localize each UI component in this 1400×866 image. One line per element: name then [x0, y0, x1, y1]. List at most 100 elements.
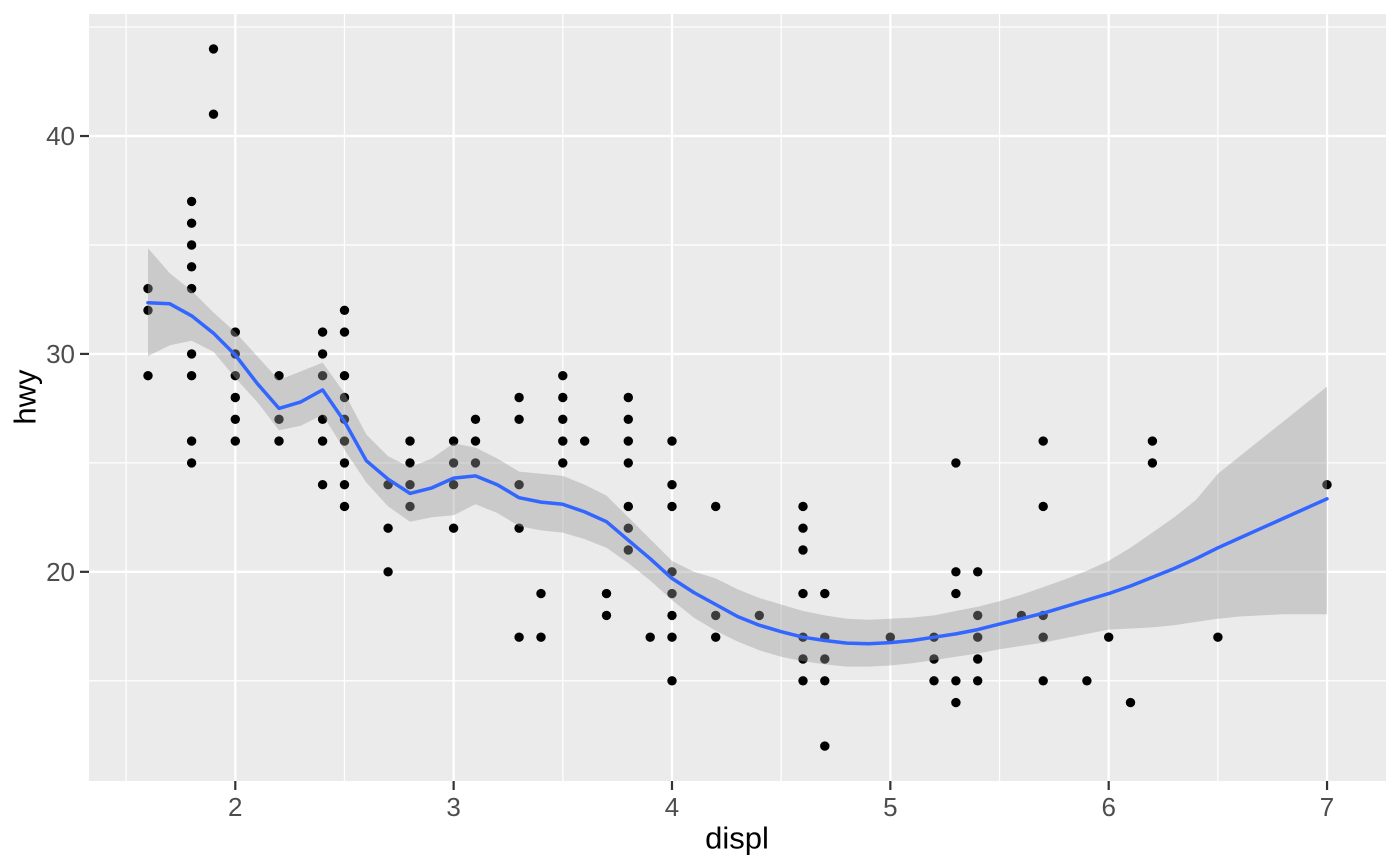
- y-tick-label: 40: [46, 121, 75, 151]
- y-tick-label: 20: [46, 557, 75, 587]
- data-points: [143, 44, 1332, 751]
- data-point: [1082, 676, 1092, 686]
- data-point: [1147, 436, 1158, 446]
- data-point: [143, 305, 153, 315]
- data-point: [973, 632, 983, 642]
- x-tick-labels: 2 3 4 5 6 7: [228, 792, 1334, 822]
- data-point: [339, 305, 350, 315]
- x-axis-title: displ: [705, 820, 769, 856]
- data-point: [820, 676, 830, 686]
- data-point: [580, 436, 590, 446]
- data-point: [973, 610, 983, 621]
- data-point: [230, 392, 240, 403]
- data-point: [667, 588, 677, 599]
- y-axis-title: hwy: [7, 369, 43, 425]
- data-point: [951, 567, 961, 577]
- data-point: [448, 458, 459, 468]
- data-point: [667, 436, 677, 446]
- data-point: [339, 327, 350, 337]
- data-point: [601, 588, 612, 599]
- data-point: [514, 480, 524, 490]
- data-point: [230, 436, 240, 446]
- data-point: [143, 371, 153, 381]
- data-point: [798, 676, 808, 686]
- x-tick-label: 7: [1320, 792, 1334, 822]
- data-point: [186, 458, 197, 468]
- data-point: [798, 523, 808, 533]
- data-point: [711, 501, 721, 512]
- data-point: [405, 480, 415, 490]
- data-point: [623, 392, 633, 403]
- data-point: [798, 501, 808, 512]
- data-point: [470, 458, 481, 468]
- data-point: [558, 436, 568, 446]
- data-point: [885, 632, 895, 642]
- data-point: [1104, 632, 1114, 642]
- data-point: [514, 392, 524, 403]
- y-tick-label: 30: [46, 339, 75, 369]
- data-point: [645, 632, 655, 642]
- data-point: [951, 676, 961, 686]
- data-point: [667, 610, 677, 621]
- data-point: [601, 610, 612, 621]
- data-point: [667, 632, 677, 642]
- data-point: [667, 480, 677, 490]
- data-point: [623, 545, 633, 555]
- data-point: [230, 414, 240, 424]
- data-point: [1213, 632, 1223, 642]
- data-point: [448, 523, 459, 533]
- data-point: [143, 283, 153, 294]
- data-point: [186, 371, 197, 381]
- data-point: [711, 632, 721, 642]
- data-point: [1038, 501, 1048, 512]
- data-point: [623, 501, 633, 512]
- data-point: [317, 349, 328, 359]
- data-point: [929, 676, 939, 686]
- data-point: [448, 480, 459, 490]
- data-point: [798, 545, 808, 555]
- data-point: [951, 458, 961, 468]
- axis-tick-marks: [80, 134, 1329, 790]
- data-point: [230, 327, 240, 337]
- data-point: [405, 501, 415, 512]
- data-point: [405, 458, 415, 468]
- data-point: [558, 371, 568, 381]
- x-tick-label: 3: [446, 792, 460, 822]
- data-point: [317, 436, 328, 446]
- data-point: [514, 414, 524, 424]
- data-point: [711, 610, 721, 621]
- data-point: [208, 44, 219, 54]
- data-point: [798, 588, 808, 599]
- data-point: [186, 349, 197, 359]
- data-point: [339, 480, 350, 490]
- confidence-ribbon: [148, 248, 1327, 667]
- data-point: [667, 676, 677, 686]
- data-point: [186, 196, 197, 207]
- data-point: [470, 414, 481, 424]
- data-point: [274, 436, 284, 446]
- data-point: [623, 414, 633, 424]
- data-point: [339, 436, 350, 446]
- data-point: [798, 654, 808, 664]
- data-point: [405, 436, 415, 446]
- data-point: [339, 501, 350, 512]
- data-point: [1147, 458, 1158, 468]
- data-point: [274, 371, 284, 381]
- data-point: [514, 523, 524, 533]
- data-point: [558, 458, 568, 468]
- data-point: [339, 458, 350, 468]
- data-point: [1322, 480, 1332, 490]
- data-point: [208, 109, 219, 119]
- x-tick-label: 6: [1101, 792, 1115, 822]
- data-point: [186, 218, 197, 228]
- data-point: [951, 697, 961, 708]
- data-point: [558, 392, 568, 403]
- data-point: [1125, 697, 1136, 708]
- data-point: [667, 501, 677, 512]
- data-point: [186, 283, 197, 294]
- data-point: [317, 414, 328, 424]
- data-point: [274, 414, 284, 424]
- data-point: [1038, 676, 1048, 686]
